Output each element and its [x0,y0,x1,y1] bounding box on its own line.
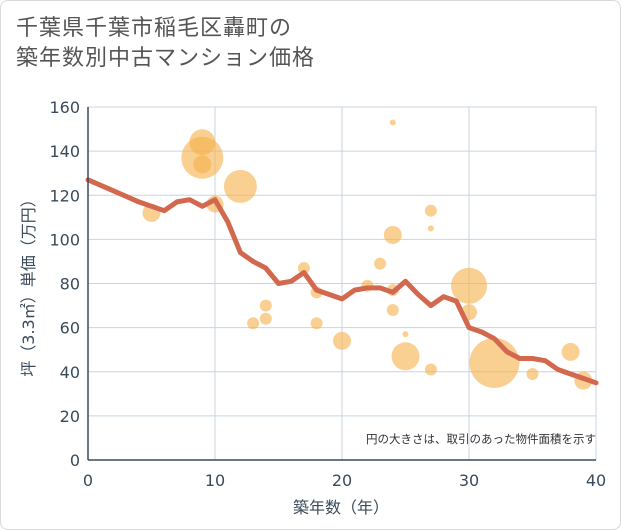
data-bubble [383,225,402,244]
y-tick-label: 100 [49,230,80,249]
axes: 0 20 40 60 80 100 120 140 160 0 10 20 30 40 [49,98,606,490]
data-bubble [333,331,351,350]
x-tick-label: 40 [586,471,606,490]
y-tick-label: 0 [70,451,80,470]
y-tick-label: 20 [60,407,80,426]
bubble-layer [142,119,593,390]
grid [87,106,597,461]
data-bubble [386,303,399,316]
x-tick-label: 10 [205,471,225,490]
data-bubble [561,342,580,361]
y-tick-label: 40 [60,363,80,382]
data-bubble [427,225,434,232]
size-note: 円の大きさは、取引のあった物件面積を示す [366,432,596,446]
data-bubble [526,367,539,380]
x-tick-label: 20 [332,471,352,490]
data-bubble [402,331,409,338]
data-bubble [424,204,437,217]
trend-line [85,177,599,386]
data-bubble [469,337,520,388]
data-bubble [374,257,387,270]
data-bubble [424,363,437,376]
trend-layer [85,177,599,386]
data-bubble [391,342,420,371]
data-bubble [451,267,487,304]
y-axis-label: 坪（3.3㎡）単価（万円） [19,191,38,376]
y-tick-label: 60 [60,319,80,338]
data-bubble [297,262,310,275]
data-bubble [247,317,260,330]
data-bubble [223,169,257,203]
x-tick-label: 30 [459,471,479,490]
data-bubble [259,312,272,325]
y-tick-label: 120 [49,186,80,205]
data-bubble [389,119,396,126]
y-tick-label: 160 [49,98,80,117]
x-axis-label: 築年数（年） [293,498,389,517]
x-tick-label: 0 [83,471,93,490]
title-line-1: 千葉県千葉市稲毛区轟町の [16,16,293,41]
y-tick-label: 80 [60,275,80,294]
chart-title: 千葉県千葉市稲毛区轟町の 築年数別中古マンション価格 [16,14,315,74]
data-bubble [259,299,272,312]
data-bubble [310,317,323,330]
title-line-2: 築年数別中古マンション価格 [16,46,316,71]
y-tick-label: 140 [49,142,80,161]
data-bubble [193,155,212,174]
